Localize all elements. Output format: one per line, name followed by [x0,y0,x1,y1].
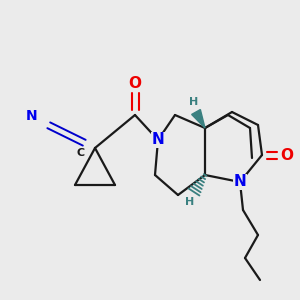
Text: O: O [280,148,293,163]
Polygon shape [192,110,205,128]
Text: O: O [128,76,142,91]
Text: N: N [152,133,164,148]
Text: N: N [234,175,246,190]
Text: N: N [26,109,38,123]
Text: H: H [189,97,199,107]
Text: H: H [185,197,195,207]
Text: C: C [77,148,85,158]
